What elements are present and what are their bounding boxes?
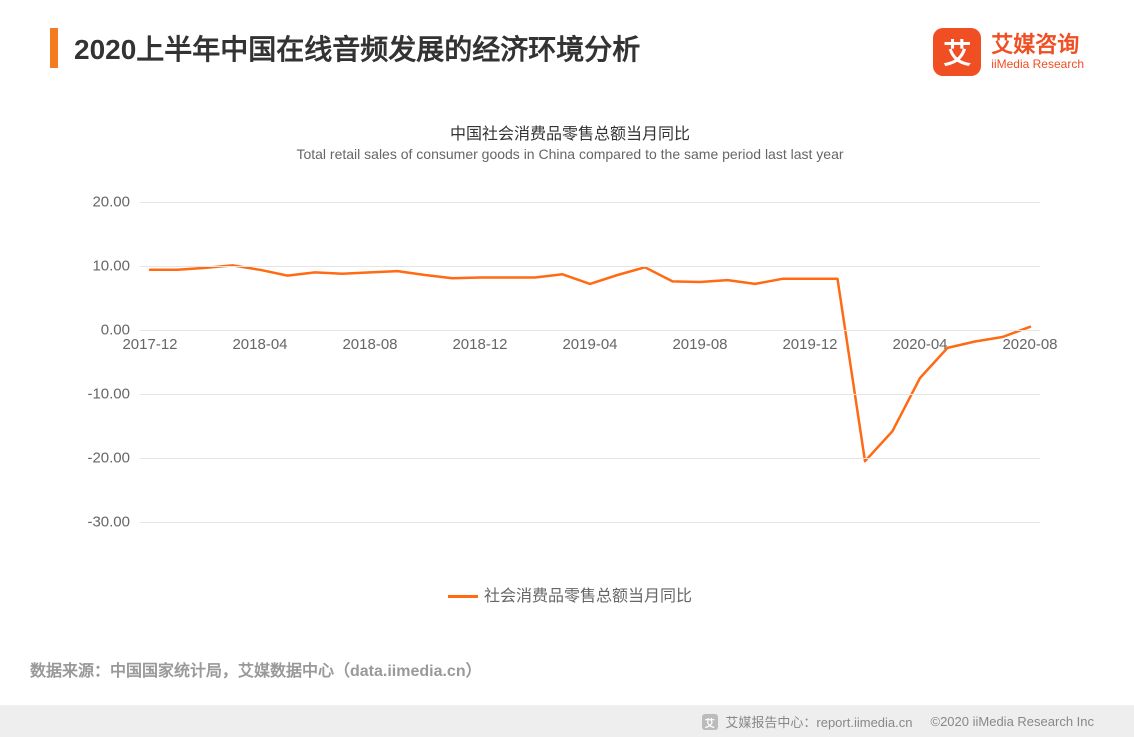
gridline xyxy=(140,522,1040,523)
gridline xyxy=(140,202,1040,203)
legend-swatch xyxy=(448,595,478,598)
chart-title-en: Total retail sales of consumer goods in … xyxy=(80,146,1060,162)
x-axis-label: 2019-12 xyxy=(782,336,837,353)
x-axis-label: 2018-04 xyxy=(232,336,287,353)
footer-copyright: ©2020 iiMedia Research Inc xyxy=(931,714,1095,729)
y-axis-label: -10.00 xyxy=(87,386,130,403)
x-axis-label: 2020-04 xyxy=(892,336,947,353)
footer-logo-icon: 艾 xyxy=(702,714,718,730)
x-axis-label: 2018-08 xyxy=(342,336,397,353)
data-source: 数据来源：中国国家统计局，艾媒数据中心（data.iimedia.cn） xyxy=(30,657,482,681)
chart-title-cn: 中国社会消费品零售总额当月同比 xyxy=(80,120,1060,144)
chart-block: 中国社会消费品零售总额当月同比 Total retail sales of co… xyxy=(80,120,1060,606)
x-axis-label: 2018-12 xyxy=(452,336,507,353)
y-axis-label: 0.00 xyxy=(101,322,130,339)
title-wrap: 2020上半年中国在线音频发展的经济环境分析 xyxy=(50,28,640,68)
footer-center-label: 艾媒报告中心： xyxy=(725,715,816,730)
brand-logo-text-en: iiMedia Research xyxy=(991,58,1084,71)
brand-logo-text: 艾媒咨询 iiMedia Research xyxy=(991,33,1084,70)
footer: 艾 艾媒报告中心：report.iimedia.cn ©2020 iiMedia… xyxy=(0,705,1134,737)
brand-logo: 艾 艾媒咨询 iiMedia Research xyxy=(933,28,1084,76)
x-axis-label: 2020-08 xyxy=(1002,336,1057,353)
brand-logo-mark: 艾 xyxy=(933,28,981,76)
gridline xyxy=(140,330,1040,331)
gridline xyxy=(140,394,1040,395)
brand-logo-text-cn: 艾媒咨询 xyxy=(991,33,1084,57)
footer-center: 艾 艾媒报告中心：report.iimedia.cn xyxy=(702,712,913,731)
x-axis-labels: 2017-122018-042018-082018-122019-042019-… xyxy=(140,336,1040,356)
chart-line xyxy=(150,265,1030,461)
title-accent-bar xyxy=(50,28,58,68)
x-axis-label: 2019-04 xyxy=(562,336,617,353)
legend-label: 社会消费品零售总额当月同比 xyxy=(484,588,692,605)
header: 2020上半年中国在线音频发展的经济环境分析 艾 艾媒咨询 iiMedia Re… xyxy=(0,0,1134,76)
x-axis-label: 2019-08 xyxy=(672,336,727,353)
chart-area: 2017-12 2018-04 2018-08 2018-12 2019-04 2019-… xyxy=(80,202,1060,562)
page-title: 2020上半年中国在线音频发展的经济环境分析 xyxy=(74,28,640,68)
gridline xyxy=(140,458,1040,459)
x-axis-label: 2017-12 xyxy=(122,336,177,353)
y-axis-label: -30.00 xyxy=(87,514,130,531)
y-axis-label: 10.00 xyxy=(92,258,130,275)
y-axis-label: 20.00 xyxy=(92,194,130,211)
y-axis-label: -20.00 xyxy=(87,450,130,467)
gridline xyxy=(140,266,1040,267)
chart-line-svg xyxy=(140,202,1040,522)
chart-legend: 社会消费品零售总额当月同比 xyxy=(80,582,1060,606)
footer-center-url: report.iimedia.cn xyxy=(816,715,912,730)
chart-plot: 2017-122018-042018-082018-122019-042019-… xyxy=(140,202,1040,522)
